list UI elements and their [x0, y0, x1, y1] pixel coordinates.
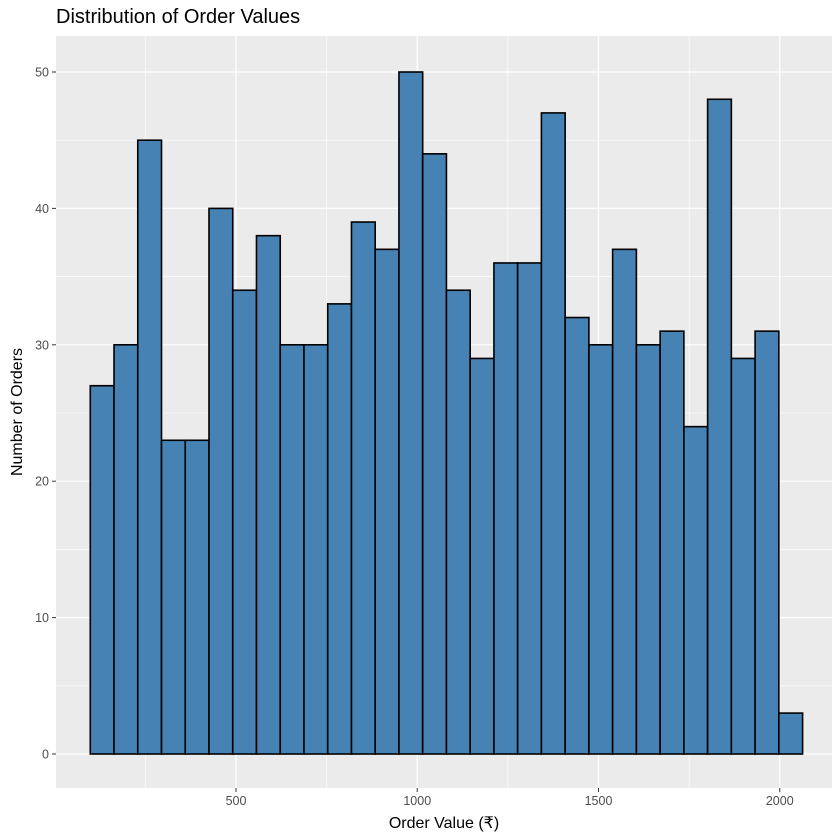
histogram-bar	[89, 384, 115, 755]
histogram-bar	[113, 343, 139, 755]
histogram-bar	[540, 112, 566, 755]
histogram-bar	[754, 330, 780, 755]
histogram-bar	[279, 343, 305, 755]
x-axis: 500 1000 1500 2000	[226, 788, 794, 808]
histogram-bar	[564, 316, 590, 755]
histogram-bar	[730, 357, 756, 755]
histogram-bar	[303, 343, 329, 755]
histogram-bar	[445, 289, 471, 755]
histogram-bar	[398, 71, 424, 755]
y-tick-label: 40	[35, 202, 49, 216]
histogram-bar	[160, 439, 187, 755]
histogram-bar	[255, 234, 282, 755]
histogram-bar	[611, 248, 638, 755]
histogram-bar	[588, 343, 614, 755]
x-tick-label: 1000	[403, 794, 431, 808]
histogram-bar	[326, 303, 353, 755]
y-axis: 0 10 20 30 40 50	[35, 66, 56, 762]
histogram-bar	[350, 221, 376, 755]
x-tick-label: 1500	[585, 794, 613, 808]
histogram-bar	[778, 712, 804, 755]
histogram-bar	[659, 330, 685, 755]
x-axis-title: Order Value (₹)	[389, 815, 499, 832]
chart-title: Distribution of Order Values	[56, 6, 300, 28]
y-tick-label: 0	[42, 748, 49, 762]
histogram-bar	[184, 439, 210, 755]
y-tick-label: 20	[35, 475, 49, 489]
y-tick-label: 50	[35, 66, 49, 80]
histogram-bar	[136, 139, 163, 755]
histogram-bar	[493, 262, 519, 755]
histogram-bar	[706, 98, 733, 755]
histogram-bar	[231, 289, 258, 755]
histogram-bar	[374, 248, 400, 755]
histogram-bars	[89, 71, 804, 755]
x-tick-label: 2000	[766, 794, 794, 808]
histogram-bar	[683, 425, 709, 755]
y-tick-label: 30	[35, 338, 49, 352]
histogram-bar	[469, 357, 495, 755]
histogram-bar	[635, 343, 661, 755]
y-tick-label: 10	[35, 611, 49, 625]
histogram-bar	[421, 153, 448, 755]
y-axis-title: Number of Orders	[9, 348, 26, 476]
x-tick-label: 500	[226, 794, 247, 808]
histogram-bar	[208, 207, 234, 755]
histogram-bar	[516, 262, 543, 755]
